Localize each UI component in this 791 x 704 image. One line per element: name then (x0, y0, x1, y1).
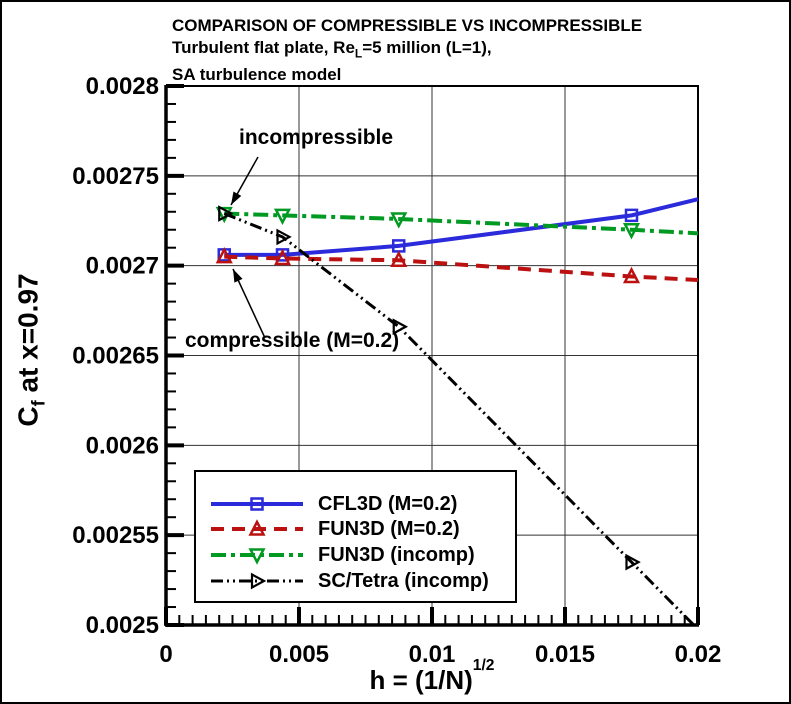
legend-sample-dashdot-triangle-down-icon (211, 548, 303, 565)
y-axis-label: Cf at x=0.97 (12, 273, 49, 427)
annotation-arrow (230, 156, 259, 206)
legend-box: CFL3D (M=0.2) FUN3D (M=0.2) FUN3D (incom… (194, 470, 517, 603)
legend-label: CFL3D (M=0.2) (318, 492, 458, 515)
legend-sample-dashdotdot-triangle-right-icon (211, 572, 303, 589)
x-axis-label: h = (1/N)1/2 (369, 657, 495, 695)
subscript-L: L (354, 46, 363, 61)
annotation-arrow (232, 268, 266, 339)
svg-text:0: 0 (159, 641, 172, 668)
chart-title-line2: Turbulent flat plate, ReL=5 million (L=1… (172, 38, 492, 61)
svg-text:0.00275: 0.00275 (72, 163, 159, 190)
subscript-f: f (28, 400, 49, 407)
superscript-half: 1/2 (472, 657, 495, 675)
svg-text:0.0026: 0.0026 (86, 432, 159, 459)
tick-labels: 0 0.005 0.01 0.015 0.02 0.0025 0.00255 0.0026 0.… (72, 73, 721, 668)
legend-label: FUN3D (M=0.2) (318, 518, 460, 541)
legend-label: SC/Tetra (incomp) (318, 569, 489, 592)
legend-sample-line-square-icon (211, 497, 303, 511)
axis-ticks (164, 84, 700, 627)
legend-row: SC/Tetra (incomp) (209, 568, 515, 594)
svg-text:0.005: 0.005 (269, 641, 329, 668)
svg-text:0.0025: 0.0025 (86, 612, 159, 639)
legend-label: FUN3D (incomp) (318, 543, 475, 566)
svg-text:0.0027: 0.0027 (86, 253, 159, 280)
svg-text:0.02: 0.02 (675, 641, 722, 668)
svg-text:0.0028: 0.0028 (86, 73, 159, 100)
series-cfl3d-m-0-2- (217, 197, 698, 262)
chart-title-line3: SA turbulence model (172, 65, 342, 85)
svg-text:0.01: 0.01 (409, 641, 456, 668)
legend-row: FUN3D (M=0.2) (209, 517, 515, 543)
annotation-incompressible: incompressible (239, 126, 394, 149)
svg-text:0.00265: 0.00265 (72, 343, 159, 370)
annotation-compressible: compressible (M=0.2) (185, 329, 400, 352)
legend-row: FUN3D (incomp) (209, 542, 515, 568)
legend-row: CFL3D (M=0.2) (209, 491, 515, 517)
series-fun3d-incomp- (215, 206, 698, 240)
chart-title-line1: COMPARISON OF COMPRESSIBLE VS INCOMPRESS… (172, 16, 643, 35)
svg-text:0.015: 0.015 (535, 641, 595, 668)
svg-text:0.00255: 0.00255 (72, 522, 159, 549)
series-sc-tetra-incomp- (218, 205, 695, 625)
legend-sample-dashed-triangle-up-icon (211, 519, 303, 537)
series-fun3d-m-0-2- (215, 246, 698, 284)
chart-title-block: COMPARISON OF COMPRESSIBLE VS INCOMPRESS… (172, 15, 642, 86)
